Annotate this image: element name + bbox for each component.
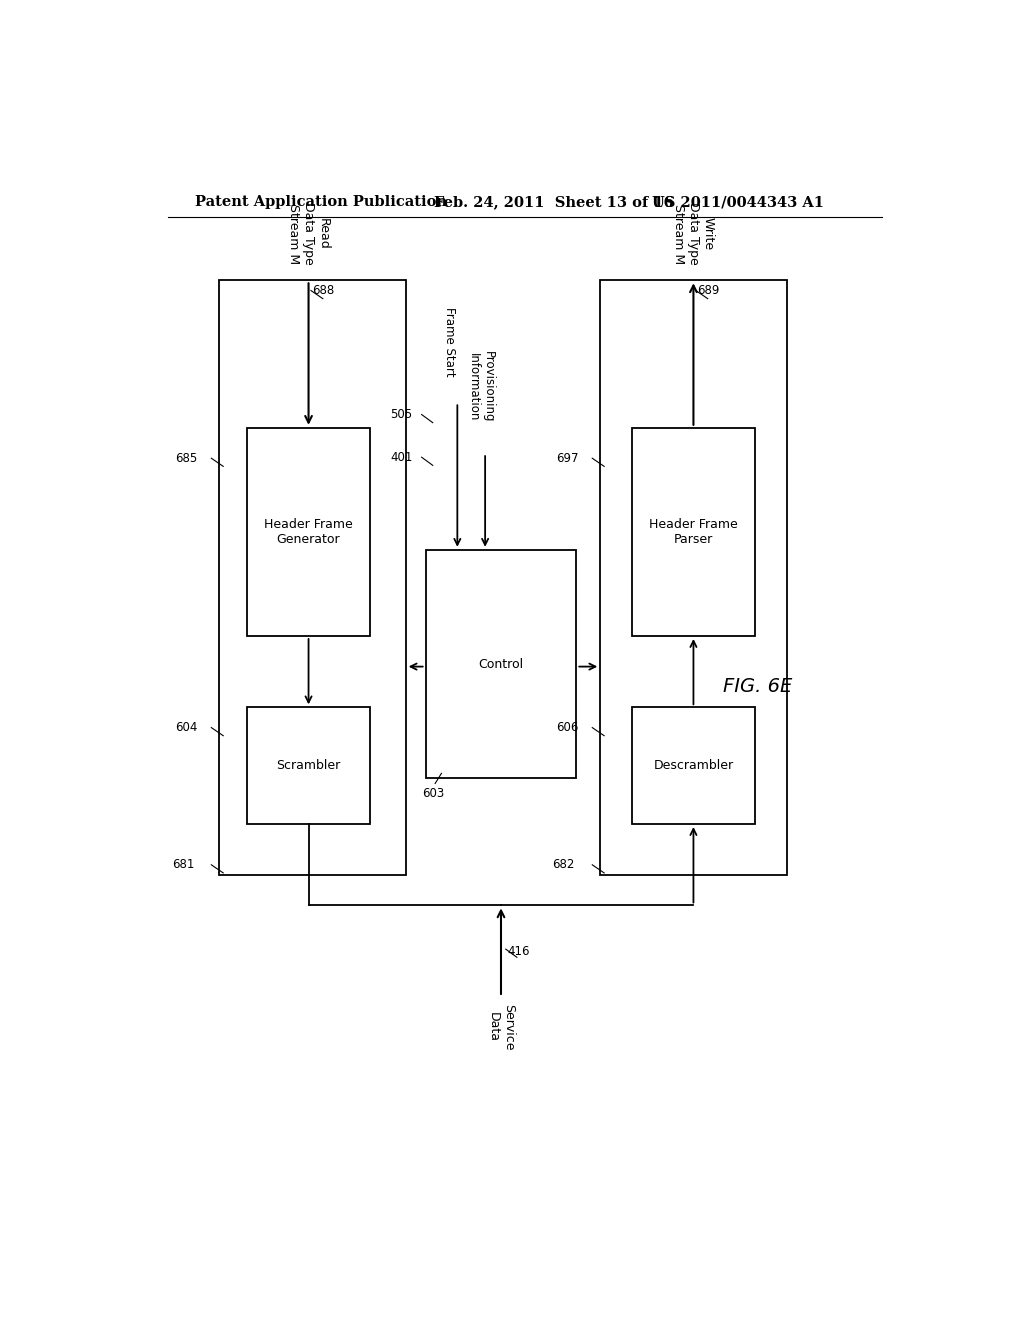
- Text: Scrambler: Scrambler: [276, 759, 341, 772]
- Text: Read
Data Type
Stream M: Read Data Type Stream M: [287, 202, 330, 265]
- Text: Patent Application Publication: Patent Application Publication: [196, 195, 447, 209]
- Text: Write
Data Type
Stream M: Write Data Type Stream M: [672, 202, 715, 265]
- Text: Control: Control: [478, 657, 523, 671]
- Bar: [426, 549, 577, 779]
- Bar: [247, 428, 370, 636]
- Text: 505: 505: [390, 408, 412, 421]
- Text: 689: 689: [697, 284, 720, 297]
- Text: Header Frame
Generator: Header Frame Generator: [264, 517, 353, 546]
- Text: 697: 697: [556, 451, 579, 465]
- Text: Feb. 24, 2011  Sheet 13 of 16: Feb. 24, 2011 Sheet 13 of 16: [433, 195, 674, 209]
- Text: Header Frame
Parser: Header Frame Parser: [649, 517, 738, 546]
- Text: 682: 682: [553, 858, 574, 871]
- Text: 688: 688: [312, 284, 335, 297]
- Text: FIG. 6E: FIG. 6E: [723, 677, 793, 697]
- Text: Frame Start: Frame Start: [443, 308, 456, 378]
- Text: 604: 604: [176, 721, 198, 734]
- Text: US 2011/0044343 A1: US 2011/0044343 A1: [652, 195, 823, 209]
- Bar: [632, 708, 755, 824]
- Bar: [247, 708, 370, 824]
- Text: 603: 603: [422, 787, 443, 800]
- Bar: [219, 280, 406, 875]
- Text: Descrambler: Descrambler: [653, 759, 733, 772]
- Text: 401: 401: [390, 450, 413, 463]
- Text: 606: 606: [556, 721, 579, 734]
- Bar: [600, 280, 786, 875]
- Text: 416: 416: [507, 945, 529, 958]
- Text: 685: 685: [176, 451, 198, 465]
- Bar: [632, 428, 755, 636]
- Text: 681: 681: [172, 858, 194, 871]
- Text: Service
Data: Service Data: [487, 1005, 515, 1051]
- Text: Provisioning
Information: Provisioning Information: [467, 351, 496, 422]
